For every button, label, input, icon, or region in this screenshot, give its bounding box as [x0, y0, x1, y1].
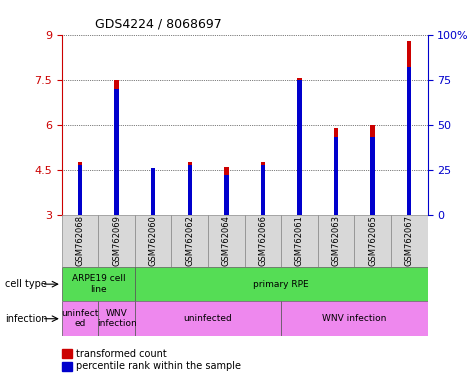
- Bar: [114, 80, 119, 215]
- Bar: [135, 267, 428, 301]
- Bar: [318, 215, 354, 267]
- Bar: [407, 41, 411, 215]
- Bar: [62, 267, 135, 301]
- Text: uninfect
ed: uninfect ed: [61, 309, 99, 328]
- Bar: [62, 362, 72, 371]
- Bar: [370, 137, 375, 215]
- Bar: [334, 137, 338, 215]
- Bar: [224, 167, 228, 215]
- Bar: [245, 215, 281, 267]
- Text: GSM762061: GSM762061: [295, 215, 304, 266]
- Text: infection: infection: [5, 314, 47, 324]
- Bar: [98, 215, 135, 267]
- Bar: [208, 215, 245, 267]
- Text: primary RPE: primary RPE: [253, 280, 309, 289]
- Text: GSM762063: GSM762063: [332, 215, 341, 266]
- Text: transformed count: transformed count: [76, 349, 167, 359]
- Text: GSM762065: GSM762065: [368, 215, 377, 266]
- Bar: [354, 215, 391, 267]
- Bar: [224, 175, 228, 215]
- Bar: [391, 215, 428, 267]
- Bar: [297, 80, 302, 215]
- Text: GSM762069: GSM762069: [112, 215, 121, 266]
- Text: GSM762068: GSM762068: [76, 215, 85, 266]
- Text: cell type: cell type: [5, 279, 47, 289]
- Bar: [114, 89, 119, 215]
- Text: WNV infection: WNV infection: [322, 314, 387, 323]
- Text: GSM762060: GSM762060: [149, 215, 158, 266]
- Text: uninfected: uninfected: [184, 314, 232, 323]
- Text: percentile rank within the sample: percentile rank within the sample: [76, 361, 241, 371]
- Text: GSM762067: GSM762067: [405, 215, 414, 266]
- Bar: [135, 301, 281, 336]
- Bar: [62, 301, 98, 336]
- Text: ARPE19 cell
line: ARPE19 cell line: [72, 275, 125, 294]
- Bar: [78, 164, 82, 215]
- Bar: [281, 215, 318, 267]
- Bar: [62, 349, 72, 358]
- Bar: [261, 164, 265, 215]
- Text: GSM762062: GSM762062: [185, 215, 194, 266]
- Bar: [62, 215, 98, 267]
- Bar: [98, 301, 135, 336]
- Bar: [407, 67, 411, 215]
- Bar: [151, 170, 155, 215]
- Bar: [261, 162, 265, 215]
- Bar: [188, 164, 192, 215]
- Bar: [297, 78, 302, 215]
- Bar: [171, 215, 208, 267]
- Text: GSM762066: GSM762066: [258, 215, 267, 266]
- Bar: [334, 128, 338, 215]
- Text: GDS4224 / 8068697: GDS4224 / 8068697: [95, 17, 222, 30]
- Bar: [188, 162, 192, 215]
- Bar: [281, 301, 428, 336]
- Bar: [370, 125, 375, 215]
- Bar: [78, 162, 82, 215]
- Bar: [135, 215, 171, 267]
- Bar: [151, 168, 155, 215]
- Text: WNV
infection: WNV infection: [97, 309, 136, 328]
- Text: GSM762064: GSM762064: [222, 215, 231, 266]
